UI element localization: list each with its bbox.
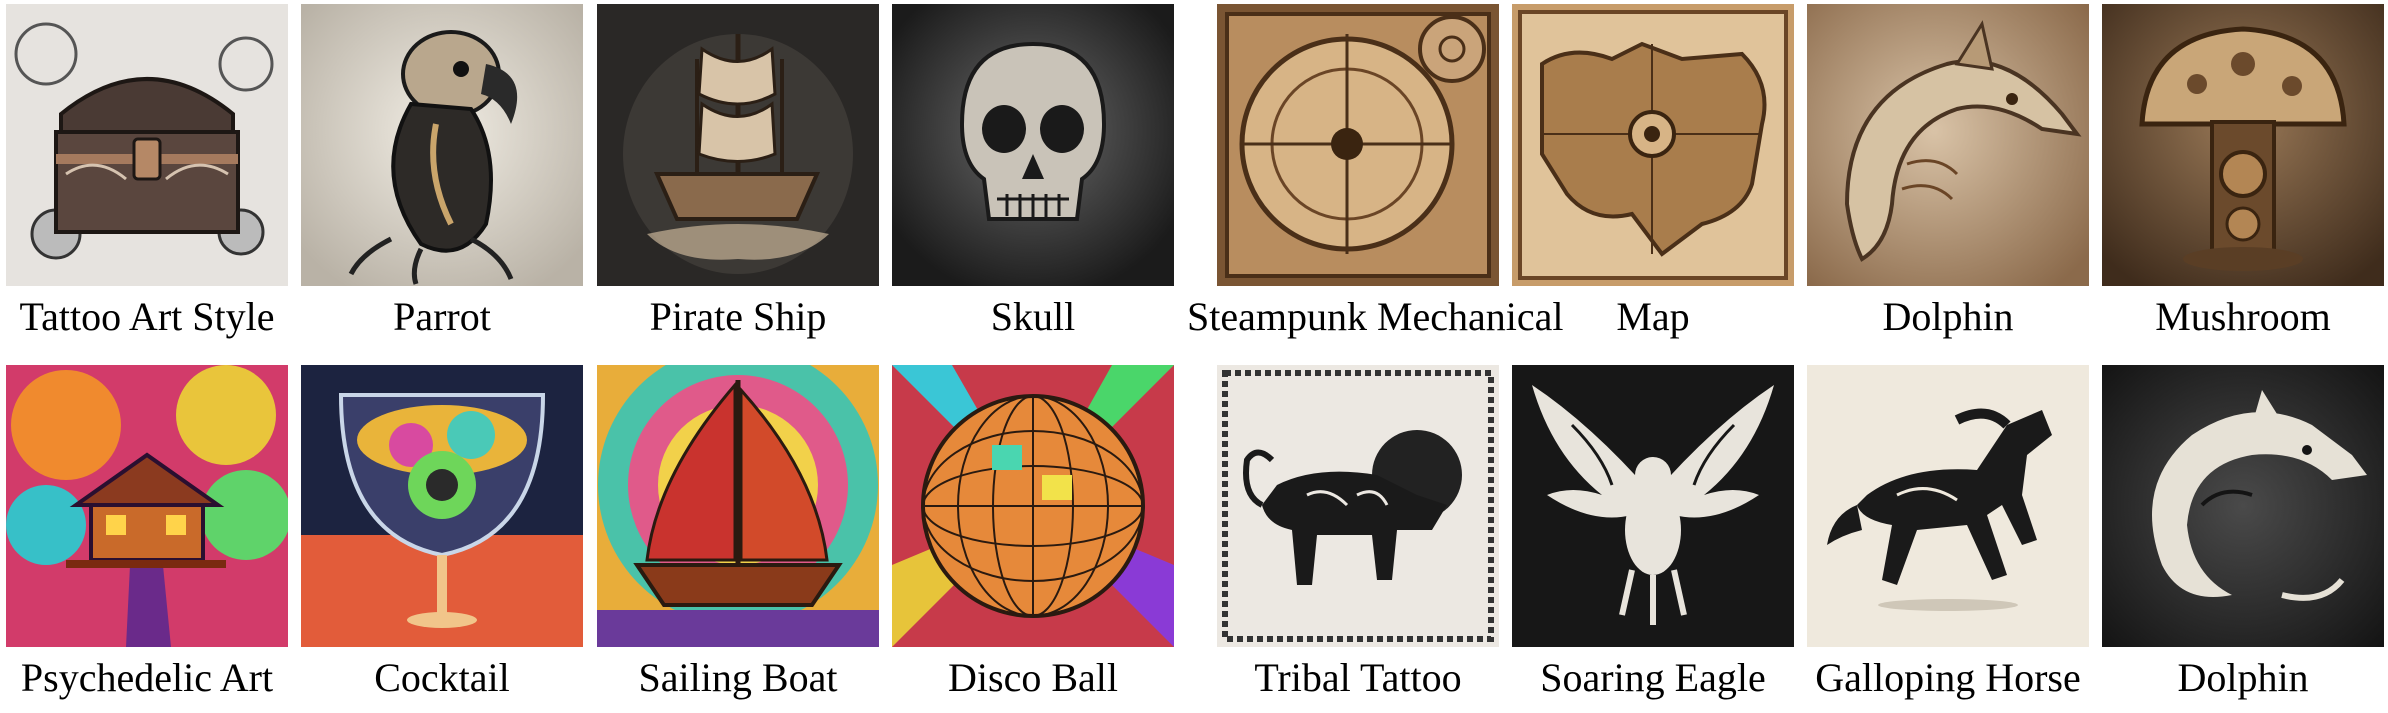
caption: Soaring Eagle <box>1540 655 1766 700</box>
pirate-ship-image <box>597 4 879 286</box>
caption: Disco Ball <box>948 655 1118 700</box>
caption: Dolphin <box>2177 655 2309 700</box>
parrot-image <box>301 4 583 286</box>
mechanical-mushroom-image <box>2102 4 2384 286</box>
caption: Pirate Ship <box>649 294 827 339</box>
skull-image <box>892 4 1174 286</box>
caption: Tattoo Art Style <box>19 294 275 339</box>
mechanical-dolphin-image <box>1807 4 2089 286</box>
tribal-horse-image <box>1807 365 2089 647</box>
caption: Skull <box>990 294 1076 339</box>
caption: Cocktail <box>374 655 510 700</box>
caption: Steampunk Mechanical <box>1187 294 1564 339</box>
cocktail-image <box>301 365 583 647</box>
treehouse-image <box>6 365 288 647</box>
caption: Mushroom <box>2155 294 2331 339</box>
compass-image <box>1217 4 1499 286</box>
tribal-lion-image <box>1217 365 1499 647</box>
caption: Psychedelic Art <box>20 655 274 700</box>
caption: Sailing Boat <box>638 655 838 700</box>
map-image <box>1512 4 1794 286</box>
caption: Tribal Tattoo <box>1254 655 1462 700</box>
caption: Dolphin <box>1882 294 2014 339</box>
caption: Map <box>1616 294 1690 339</box>
caption: Galloping Horse <box>1815 655 2081 700</box>
disco-ball-image <box>892 365 1174 647</box>
tribal-eagle-image <box>1512 365 1794 647</box>
sailing-boat-image <box>597 365 879 647</box>
treasure-chest-image <box>6 4 288 286</box>
caption: Parrot <box>393 294 491 339</box>
tribal-dolphin-image <box>2102 365 2384 647</box>
